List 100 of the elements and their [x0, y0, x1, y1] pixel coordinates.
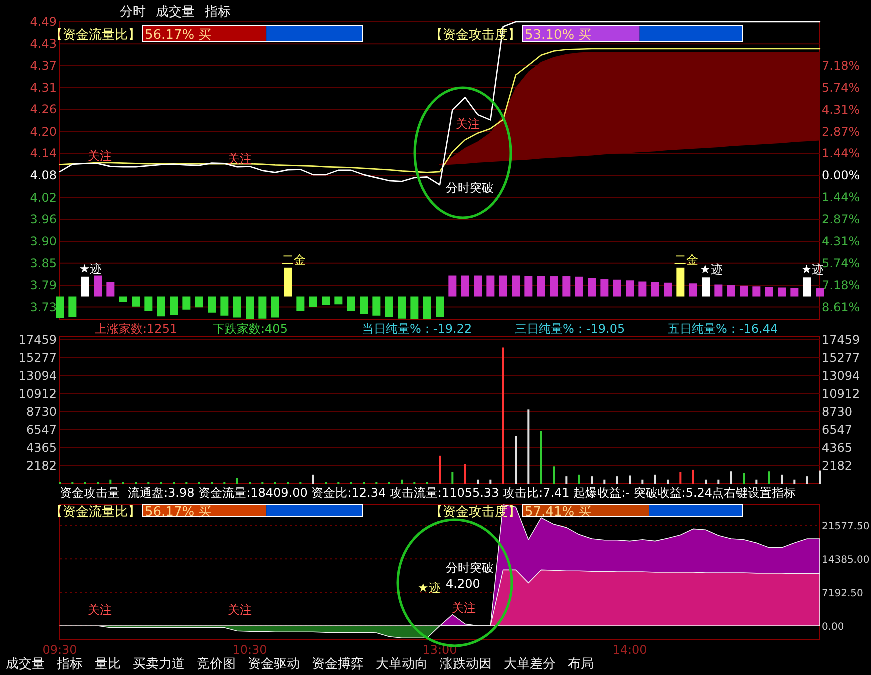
bar [651, 282, 660, 297]
bar [220, 296, 229, 316]
bar [132, 296, 140, 307]
y-tick-label: 3.79 [30, 278, 57, 293]
chart-subtitle: 流通盘:3.98 资金流量:18409.00 资金比:12.34 攻击流量:11055.33 攻击比:7.41 起爆收益:- 突破收益:5.24 [128, 486, 713, 500]
y-tick-label: 4.31 [30, 80, 57, 95]
bar [144, 296, 153, 312]
bar [790, 288, 799, 297]
y2-tick-label: 5.74% [822, 80, 860, 95]
annotation: 指标 [204, 5, 231, 20]
bar [464, 464, 466, 484]
y2-tick-label: 2182 [822, 458, 853, 473]
text: 五日纯量%：-16.44 [668, 322, 778, 336]
bar [553, 466, 555, 484]
y-tick-label: 4.14 [30, 146, 57, 161]
bar [730, 472, 732, 484]
annotation: 关注 [456, 117, 480, 131]
bar [56, 296, 64, 318]
data-label: ★迹 [79, 262, 102, 276]
bar [490, 480, 492, 484]
bar [360, 296, 368, 314]
data-label: ★迹 [801, 262, 824, 277]
bar [566, 476, 568, 484]
bar [372, 296, 381, 316]
y2-tick-label: 4365 [822, 440, 853, 455]
annotation: ★迹 [418, 581, 441, 595]
bar [296, 296, 305, 312]
bar [477, 480, 479, 484]
bar [714, 284, 723, 297]
bar [170, 296, 178, 316]
annotation: 4.200 [446, 577, 480, 591]
bar [515, 436, 517, 484]
y2-tick-label: 14385.00 [822, 555, 870, 566]
bar [157, 296, 166, 317]
bar [461, 276, 470, 297]
bar [768, 472, 770, 484]
y-tick-label: 4365 [26, 440, 57, 455]
data-label: 二金 [674, 252, 699, 267]
text: 买卖力道 [133, 657, 185, 672]
y2-tick-label: 10912 [822, 386, 860, 401]
text: 资金驱动 [248, 657, 300, 672]
bar [486, 276, 495, 297]
y2-tick-label: 0.00 [822, 622, 844, 634]
data-label: ★迹 [700, 262, 723, 277]
bar [110, 480, 112, 484]
bar [347, 296, 356, 312]
bar [119, 296, 128, 302]
y2-tick-label: 8730 [822, 404, 853, 419]
bar [474, 276, 482, 297]
bar [502, 348, 504, 484]
bar [322, 296, 330, 306]
annotation: 分时突破 [446, 181, 494, 195]
bar [689, 284, 698, 297]
annotation: 关注 [228, 603, 252, 617]
y2-tick-label: 21577.50 [822, 522, 870, 533]
y-tick-label: 15277 [18, 350, 57, 365]
bar [642, 480, 644, 484]
line-series [59, 48, 821, 174]
bar [664, 282, 672, 297]
bar [452, 472, 454, 484]
bar [680, 472, 682, 484]
y-tick-label: 4.02 [30, 190, 57, 205]
bar [208, 296, 216, 313]
bar [540, 431, 542, 484]
data-label: 56.17% 买 [145, 28, 212, 43]
text: 指标 [56, 657, 83, 672]
bar [550, 276, 558, 297]
bar [765, 287, 774, 297]
y-tick-label: 3.73 [30, 300, 57, 314]
bar [629, 476, 631, 484]
bar [537, 276, 546, 297]
y-tick-label: 3.90 [30, 234, 57, 249]
bar [740, 286, 748, 297]
text: 上涨家数:1251 [95, 322, 178, 336]
bar [512, 276, 520, 297]
bar [575, 276, 584, 297]
y-tick-label: 4.49 [30, 15, 57, 29]
bar [398, 296, 406, 319]
bar [752, 286, 761, 297]
bar [401, 480, 403, 484]
bar [626, 280, 634, 297]
bar [638, 282, 647, 297]
annotation: 关注 [228, 152, 252, 166]
y-tick-label: 10912 [18, 386, 57, 401]
text: 涨跌动因 [440, 657, 492, 672]
text: 下跌家数:405 [213, 322, 288, 336]
y2-tick-label: 4.31% [822, 234, 860, 249]
y2-tick-label: 2.87% [822, 124, 860, 139]
bar [667, 480, 669, 484]
bar [702, 278, 710, 297]
bar [448, 276, 457, 297]
y2-tick-label: 13094 [822, 368, 860, 383]
x-tick-label: 14:00 [612, 643, 648, 657]
y2-tick-label: 17459 [822, 332, 860, 347]
annotation: 关注 [88, 149, 112, 163]
bar [705, 480, 707, 484]
bar [803, 278, 812, 297]
y2-tick-label: 4.31% [822, 102, 860, 117]
y-tick-label: 8730 [26, 404, 57, 419]
bar [284, 268, 292, 297]
